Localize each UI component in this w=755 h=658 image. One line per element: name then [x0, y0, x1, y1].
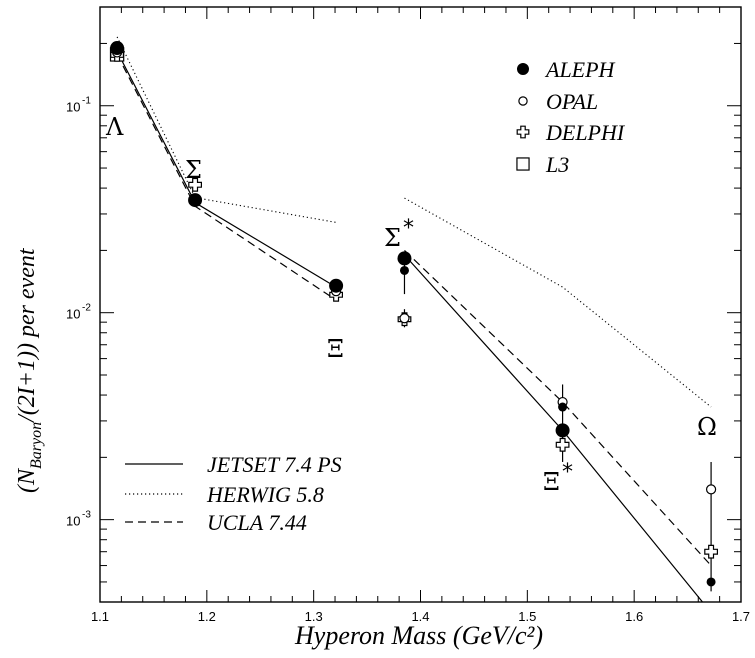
particle-symbol: Λ: [105, 113, 124, 141]
legend-item-ucla: UCLA 7.44: [125, 510, 307, 535]
legend-label: L3: [545, 152, 569, 177]
particle-label: Ξ *: [543, 460, 573, 496]
data-points: [109, 41, 719, 587]
measurement-legend: ALEPH OPAL DELPHI L3: [516, 57, 626, 177]
y-tick-base: 10: [66, 100, 80, 115]
particle-symbol: Ξ: [327, 335, 344, 363]
particle-superscript: *: [562, 460, 573, 485]
data-point-opal: [399, 313, 410, 324]
y-tick-exponent: -1: [82, 96, 91, 107]
axis-titles: Hyperon Mass (GeV/c²) (NBaryon/(2I+1)) pe…: [14, 247, 543, 650]
legend-item-l3: L3: [516, 152, 569, 177]
data-point-aleph: [397, 251, 412, 266]
y-tick-label: 10 -2: [66, 303, 91, 322]
particle-label: Σ *: [384, 216, 414, 252]
particle-label: Ω: [697, 413, 717, 441]
y-tick-exponent: -2: [82, 303, 91, 314]
legend-item-herwig: HERWIG 5.8: [125, 482, 324, 507]
particle-label: Λ: [105, 113, 124, 141]
y-tick-exponent: -3: [82, 510, 91, 521]
x-tick-label: 1.7: [732, 609, 750, 624]
x-tick-label: 1.3: [305, 609, 323, 624]
particle-symbol: Σ: [384, 224, 401, 252]
particle-symbol: Σ: [185, 156, 202, 184]
x-axis-title: Hyperon Mass (GeV/c²): [294, 621, 543, 650]
plot-frame: [99, 6, 742, 603]
model-curve-jetset: [404, 254, 703, 603]
data-point-opal: [705, 484, 717, 495]
model-legend: JETSET 7.4 PS HERWIG 5.8 UCLA 7.44: [125, 452, 342, 535]
legend-label: JETSET 7.4 PS: [207, 452, 342, 477]
x-tick-label: 1.4: [411, 609, 429, 624]
model-curve-ucla: [116, 54, 337, 301]
y-title-subscript: Baryon: [28, 422, 45, 469]
data-point-aleph: [110, 41, 125, 56]
x-tick-label: 1.6: [625, 609, 643, 624]
axis-ticks: [99, 7, 742, 603]
data-point-aleph: [399, 265, 409, 275]
model-curve-herwig: [404, 197, 712, 408]
model-curve-herwig: [116, 36, 337, 223]
legend-label: UCLA 7.44: [207, 510, 307, 535]
data-point-aleph: [555, 423, 570, 438]
y-title-suffix: /(2I+1)) per event: [14, 247, 40, 424]
legend-item-opal: OPAL: [518, 89, 598, 114]
x-tick-label: 1.1: [91, 609, 109, 624]
particle-superscript: *: [403, 216, 414, 241]
data-point-aleph: [558, 402, 568, 412]
legend-label: ALEPH: [544, 57, 616, 82]
data-point-aleph: [706, 577, 716, 587]
y-axis-title: (NBaryon/(2I+1)) per event: [14, 247, 45, 493]
legend-label: OPAL: [546, 89, 598, 114]
data-point-aleph: [329, 278, 344, 293]
data-point-delphi: [555, 437, 570, 452]
particle-symbol: Ξ: [543, 468, 560, 496]
legend-item-aleph: ALEPH: [517, 57, 616, 82]
legend-marker-aleph: [517, 63, 529, 75]
y-title-prefix: (N: [14, 467, 40, 493]
error-bars: [403, 251, 712, 592]
legend-item-delphi: DELPHI: [516, 120, 626, 145]
y-tick-label: 10 -3: [66, 510, 91, 529]
data-point-aleph: [188, 193, 203, 208]
particle-label: Ξ: [327, 335, 344, 363]
plot-border: [99, 6, 742, 603]
particle-label: Σ: [185, 156, 202, 184]
y-tick-label: 10 -1: [66, 96, 91, 115]
y-tick-labels: 10-110-210-3: [66, 96, 91, 529]
model-curve-ucla: [404, 249, 712, 567]
legend-label: DELPHI: [545, 120, 626, 145]
legend-label: HERWIG 5.8: [206, 482, 324, 507]
x-tick-labels: 1.1 1.2 1.3 1.4 1.5 1.6 1.7: [91, 609, 750, 624]
legend-marker-l3: [516, 157, 530, 171]
y-tick-base: 10: [66, 307, 80, 322]
x-tick-label: 1.2: [198, 609, 216, 624]
model-curve-jetset: [116, 51, 337, 288]
legend-item-jetset: JETSET 7.4 PS: [125, 452, 342, 477]
data-point-delphi: [188, 177, 202, 192]
legend-marker-delphi: [516, 125, 530, 139]
y-tick-base: 10: [66, 514, 80, 529]
particle-symbol: Ω: [697, 413, 717, 441]
legend-marker-opal: [518, 96, 528, 106]
x-tick-label: 1.5: [518, 609, 536, 624]
data-point-delphi: [704, 544, 719, 559]
